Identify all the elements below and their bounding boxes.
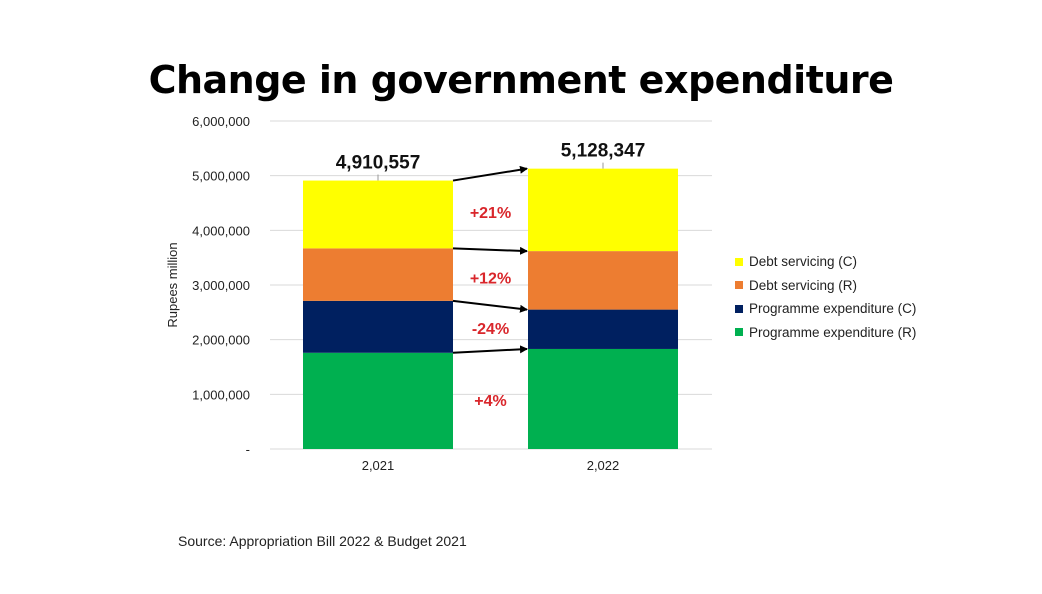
legend-swatch: [735, 328, 743, 337]
source-note: Source: Appropriation Bill 2022 & Budget…: [178, 533, 467, 549]
legend-swatch: [735, 257, 743, 266]
bar-segment: [528, 168, 678, 252]
y-tick-label: -: [246, 442, 250, 457]
y-tick-label: 5,000,000: [192, 169, 250, 184]
change-arrow: [452, 299, 528, 313]
x-tick-label: 2,022: [587, 458, 620, 473]
total-label: 4,910,557: [336, 153, 421, 174]
legend-label: Debt servicing (R): [749, 277, 858, 293]
chart-title: Change in government expenditure: [148, 58, 894, 102]
total-label: 5,128,347: [561, 141, 646, 162]
x-tick-label: 2,021: [362, 458, 395, 473]
change-label: +12%: [470, 270, 511, 287]
change-label: +4%: [474, 393, 506, 410]
change-arrow: [452, 246, 528, 255]
legend-label: Debt servicing (C): [749, 254, 858, 270]
bar-segment: [303, 352, 453, 449]
legend-item: Debt servicing (C): [735, 250, 916, 274]
change-label: -24%: [472, 321, 509, 338]
bar-segment: [303, 248, 453, 301]
y-tick-label: 2,000,000: [192, 333, 250, 348]
legend-label: Programme expenditure (R): [749, 324, 917, 340]
legend-item: Programme expenditure (R): [735, 321, 916, 345]
data-labels: - 1,000,000 2,000,000 3,000,000 4,000,000 5,0…: [192, 114, 645, 473]
change-arrow: [452, 165, 528, 182]
y-tick-label: 4,000,000: [192, 223, 250, 238]
legend: Debt servicing (C) Debt servicing (R) Prog…: [735, 250, 916, 344]
legend-item: Programme expenditure (C): [735, 297, 916, 321]
y-axis-title: Rupees million: [165, 242, 180, 327]
y-tick-label: 3,000,000: [192, 278, 250, 293]
legend-item: Debt servicing (R): [735, 274, 916, 298]
bar-segment: [528, 251, 678, 310]
y-tick-label: 1,000,000: [192, 387, 250, 402]
legend-label: Programme expenditure (C): [749, 301, 917, 317]
y-tick-label: 6,000,000: [192, 114, 250, 129]
legend-swatch: [735, 304, 743, 313]
bar-segment: [528, 309, 678, 349]
bar-segment: [303, 180, 453, 249]
bar-segment: [528, 348, 678, 449]
bars: [303, 168, 678, 449]
bar-segment: [303, 300, 453, 353]
change-arrow: [452, 345, 528, 354]
change-label: +21%: [470, 205, 511, 222]
legend-swatch: [735, 281, 743, 290]
